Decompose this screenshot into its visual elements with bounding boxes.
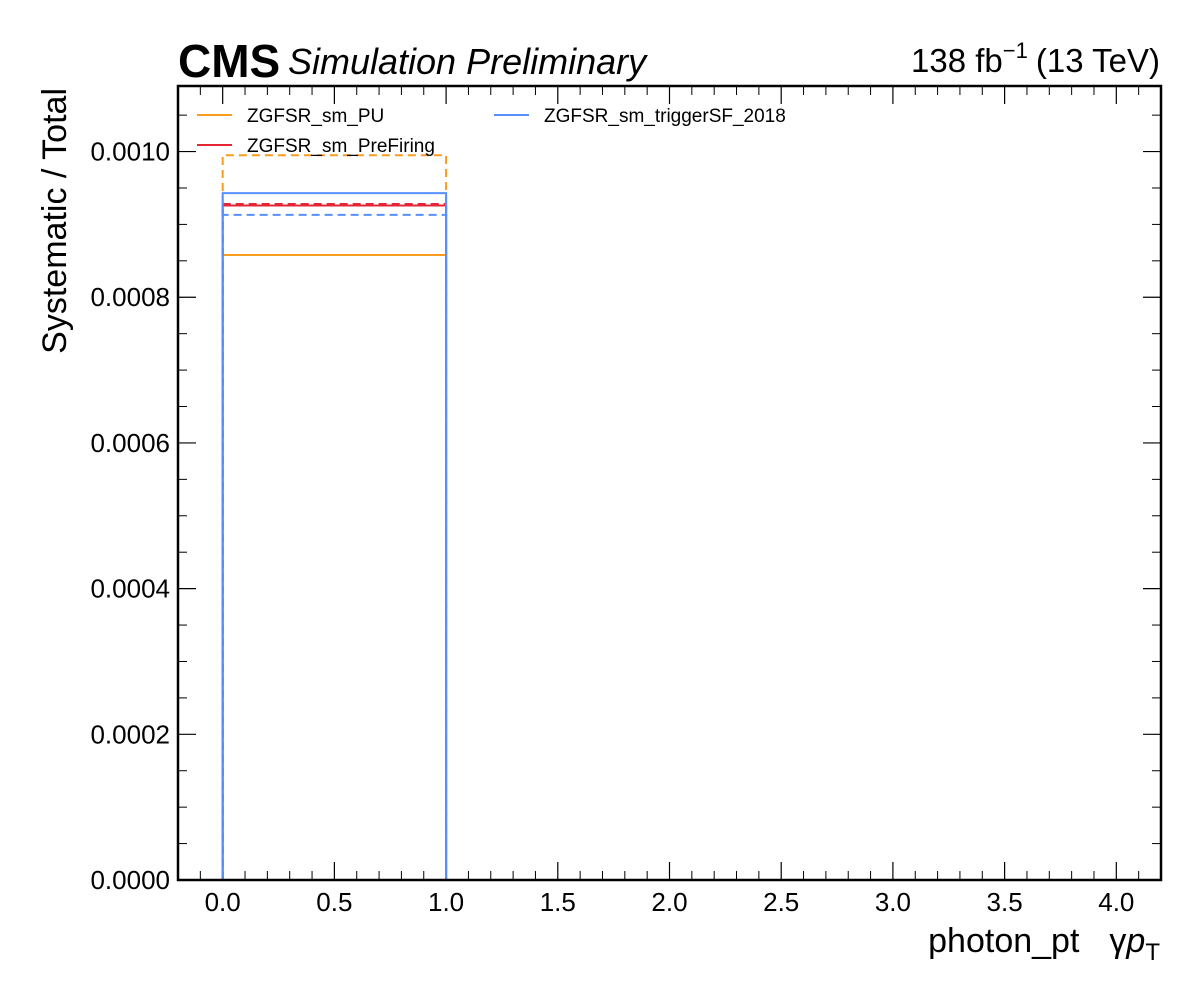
y-tick-label: 0.0006 [90,428,170,458]
plot-frame [176,84,1163,882]
x-tick-label: 0.0 [205,887,241,917]
x-axis-label: photon_pt [928,922,1080,960]
y-tick-label: 0.0010 [90,137,170,167]
legend-entry: ZGFSR_sm_PreFiring [247,136,435,157]
axis-tick-labels: 0.0 0.5 1.0 1.5 2.0 2.5 3.0 3.5 4.0 0.0000 0.0002 0… [90,137,1134,917]
series-lines [221,154,448,880]
axis-ticks [178,86,1161,881]
y-tick-label: 0.0000 [90,865,170,895]
legend-entry: ZGFSR_sm_PU [247,106,384,127]
y-axis-title: Systematic / Total [36,88,74,354]
x-tick-label: 2.5 [763,887,799,917]
lumi-exponent: −1 [1003,38,1028,63]
x-tick-label: 1.0 [428,887,464,917]
cms-label: CMS [178,35,280,87]
series-step-solid [221,253,448,880]
y-tick-label: 0.0008 [90,282,170,312]
x-tick-label: 0.5 [316,887,352,917]
series-step-dashed [221,154,448,880]
x-tick-label: 4.0 [1098,887,1134,917]
legend-entry: ZGFSR_sm_triggerSF_2018 [544,106,786,127]
series-step-dashed [221,203,448,880]
legend: ZGFSR_sm_PU ZGFSR_sm_PreFiring ZGFSR_sm_tr… [197,106,786,157]
y-tick-label: 0.0002 [90,719,170,749]
x-axis-subscript: T [1145,939,1160,966]
y-tick-label: 0.0004 [90,574,170,604]
series-step-dashed [221,213,448,880]
x-axis-title: photon_pt γpT [928,922,1160,966]
luminosity-label: 138 fb−1 (13 TeV) [911,38,1160,79]
x-tick-label: 1.5 [540,887,576,917]
status-label: Simulation Preliminary [288,41,648,82]
series-step-solid [221,204,448,880]
x-axis-symbol: γ [1109,922,1126,960]
x-tick-label: 2.0 [651,887,687,917]
x-tick-label: 3.0 [875,887,911,917]
lumi-energy: (13 TeV) [1036,42,1160,79]
x-tick-label: 3.5 [987,887,1023,917]
lumi-value: 138 fb [911,42,1003,79]
x-axis-variable: p [1125,922,1145,960]
series-step-solid [221,192,448,880]
